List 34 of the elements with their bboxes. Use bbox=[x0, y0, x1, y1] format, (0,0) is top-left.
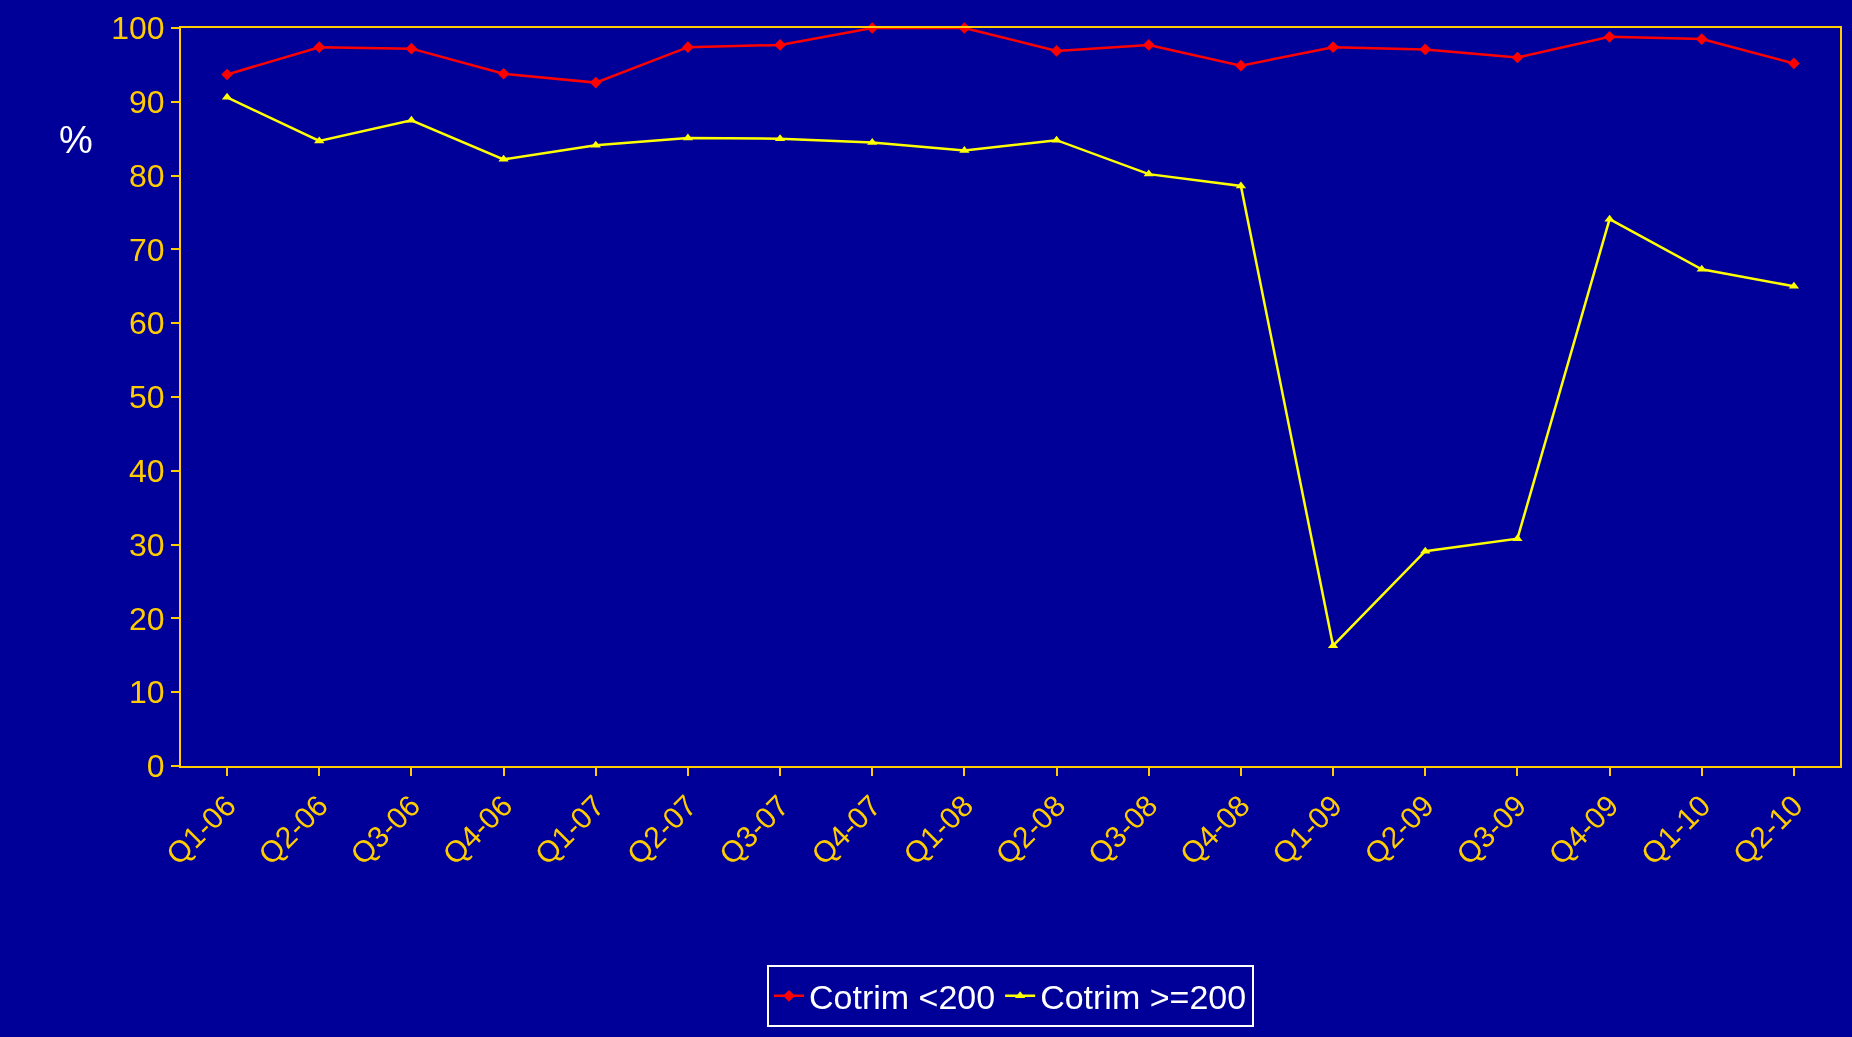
point bbox=[1142, 39, 1155, 51]
point bbox=[1696, 264, 1707, 272]
point bbox=[1050, 45, 1063, 57]
y-tick-label: 80 bbox=[129, 157, 165, 194]
legend-label: Cotrim <200 bbox=[809, 978, 996, 1017]
point bbox=[867, 137, 878, 145]
y-axis-title: % bbox=[59, 119, 93, 161]
point bbox=[682, 41, 694, 54]
y-tick-label: 60 bbox=[129, 305, 165, 342]
point bbox=[1511, 51, 1524, 64]
point bbox=[405, 42, 418, 55]
point bbox=[314, 136, 325, 144]
point bbox=[590, 140, 601, 148]
point bbox=[497, 67, 510, 80]
y-tick-label: 100 bbox=[111, 10, 165, 47]
point bbox=[1788, 57, 1800, 70]
point bbox=[589, 76, 602, 89]
y-tick-label: 10 bbox=[129, 674, 165, 711]
y-tick-label: 50 bbox=[129, 379, 165, 416]
y-tick-label: 20 bbox=[129, 600, 165, 637]
point bbox=[1419, 43, 1432, 56]
point bbox=[406, 115, 417, 123]
y-tick-label: 0 bbox=[146, 748, 165, 785]
point bbox=[313, 41, 326, 54]
point bbox=[1235, 59, 1247, 72]
y-tick-label: 90 bbox=[129, 84, 165, 120]
y-tick-label: 40 bbox=[129, 453, 165, 489]
y-tick-label: 30 bbox=[129, 526, 165, 563]
legend-label: Cotrim >=200 bbox=[1040, 978, 1247, 1017]
y-tick-label: 70 bbox=[129, 231, 165, 268]
point bbox=[221, 68, 233, 81]
point bbox=[1603, 31, 1616, 43]
point bbox=[498, 154, 509, 162]
point bbox=[1327, 41, 1339, 54]
